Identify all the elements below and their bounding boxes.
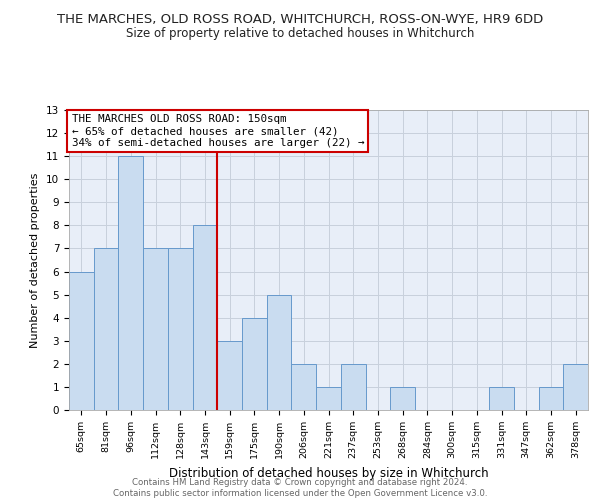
Bar (94, 248, 118, 410)
Bar (168, 248, 193, 410)
Bar (563, 364, 588, 410)
Bar (316, 387, 341, 410)
Y-axis label: Number of detached properties: Number of detached properties (31, 172, 40, 348)
Bar (267, 294, 292, 410)
Bar (539, 387, 563, 410)
Text: Size of property relative to detached houses in Whitchurch: Size of property relative to detached ho… (126, 28, 474, 40)
Text: Contains HM Land Registry data © Crown copyright and database right 2024.
Contai: Contains HM Land Registry data © Crown c… (113, 478, 487, 498)
Bar (217, 341, 242, 410)
Bar (489, 387, 514, 410)
Bar (242, 318, 267, 410)
Text: THE MARCHES, OLD ROSS ROAD, WHITCHURCH, ROSS-ON-WYE, HR9 6DD: THE MARCHES, OLD ROSS ROAD, WHITCHURCH, … (57, 12, 543, 26)
Text: THE MARCHES OLD ROSS ROAD: 150sqm
← 65% of detached houses are smaller (42)
34% : THE MARCHES OLD ROSS ROAD: 150sqm ← 65% … (71, 114, 364, 148)
Bar (341, 364, 365, 410)
Bar (390, 387, 415, 410)
Bar (69, 272, 94, 410)
Bar (143, 248, 168, 410)
Bar (193, 226, 217, 410)
Bar (118, 156, 143, 410)
X-axis label: Distribution of detached houses by size in Whitchurch: Distribution of detached houses by size … (169, 466, 488, 479)
Bar (292, 364, 316, 410)
